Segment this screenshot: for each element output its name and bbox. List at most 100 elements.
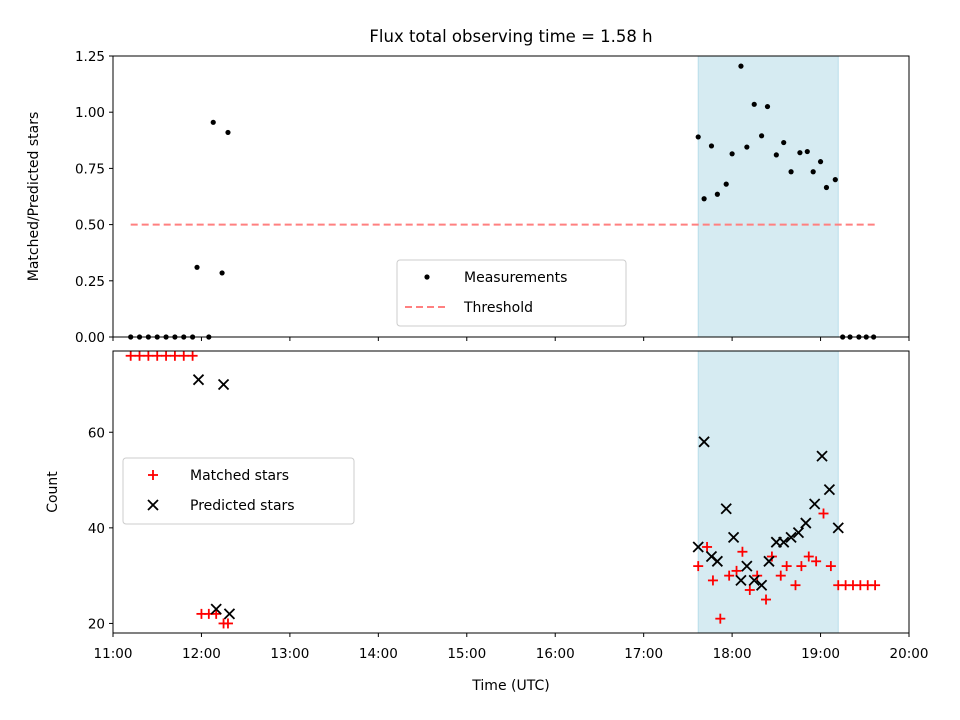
ratio-y-axis-label: Matched/Predicted stars xyxy=(26,112,42,282)
measurement-point xyxy=(194,264,200,270)
measurement-point xyxy=(804,148,810,155)
y-tick-label: 20 xyxy=(88,616,105,632)
y-tick-label: 60 xyxy=(88,425,105,441)
matched-star-point xyxy=(870,580,881,591)
matched-star-point xyxy=(818,508,829,519)
matched-star-point xyxy=(781,561,792,572)
y-tick-label: 40 xyxy=(88,521,105,537)
legend-box xyxy=(122,457,355,525)
predicted-star-point xyxy=(763,555,775,567)
measurement-point xyxy=(817,159,824,165)
y-tick-label: 0.50 xyxy=(75,218,105,234)
highlight-span xyxy=(697,350,839,634)
predicted-star-point xyxy=(720,503,732,515)
legend-measurement-marker xyxy=(424,274,430,280)
matched-star-point xyxy=(222,618,233,629)
x-tick-label: 19:00 xyxy=(801,646,840,662)
chart-title: Flux total observing time = 1.58 h xyxy=(369,27,652,46)
highlight-span xyxy=(697,55,839,338)
matched-star-point xyxy=(790,580,801,591)
matched-star-point xyxy=(761,594,772,605)
x-tick-label: 18:00 xyxy=(713,646,752,662)
matched-star-point xyxy=(161,350,172,361)
measurement-point xyxy=(823,184,830,191)
x-tick-label: 17:00 xyxy=(624,646,663,662)
matched-star-point xyxy=(134,350,145,361)
legend-label: Matched stars xyxy=(190,468,289,484)
x-tick-label: 13:00 xyxy=(270,646,309,662)
predicted-star-point xyxy=(735,574,747,587)
x-tick-label: 11:00 xyxy=(94,646,133,662)
predicted-star-point xyxy=(792,526,805,539)
ratio-panel: 0.00 0.25 0.50 0.75 1.00 1.25 Matched/Predict… xyxy=(26,49,910,346)
measurement-point xyxy=(701,196,707,202)
measurement-point xyxy=(723,181,729,187)
matched-star-point xyxy=(752,570,763,581)
predicted-star-point xyxy=(823,483,836,496)
y-tick-label: 0.25 xyxy=(75,274,105,290)
predicted-star-point xyxy=(727,531,740,544)
measurement-point xyxy=(695,134,701,140)
measurement-point xyxy=(781,139,787,146)
matched-star-point xyxy=(775,570,786,581)
matched-star-point xyxy=(825,561,836,572)
measurement-point xyxy=(708,143,715,149)
measurement-point xyxy=(758,133,765,139)
predicted-star-point xyxy=(217,378,230,391)
count-panel-frame xyxy=(112,350,910,634)
predicted-star-point xyxy=(741,560,753,572)
ratio-panel-frame xyxy=(112,55,910,338)
matched-star-point xyxy=(737,546,748,557)
legend-label: Predicted stars xyxy=(190,498,295,514)
y-tick-label: 1.25 xyxy=(75,49,105,65)
matched-star-point xyxy=(766,551,777,562)
count-panel: 11:00 12:00 13:00 14:00 15:00 16:00 17:00 18:00… xyxy=(45,350,929,662)
x-tick-label: 16:00 xyxy=(536,646,575,662)
x-tick-label: 12:00 xyxy=(182,646,221,662)
count-y-axis-label: Count xyxy=(45,471,61,513)
x-tick-label: 20:00 xyxy=(890,646,929,662)
matched-star-point xyxy=(707,575,718,586)
predicted-star-point xyxy=(223,608,236,620)
measurement-point xyxy=(729,151,735,157)
matched-star-point xyxy=(811,556,822,567)
measurement-point xyxy=(744,144,750,150)
matched-star-point xyxy=(152,350,163,361)
matched-star-point xyxy=(803,551,814,562)
measurement-point xyxy=(832,177,838,183)
legend-predicted-marker xyxy=(147,499,159,511)
x-tick-label: 14:00 xyxy=(359,646,398,662)
matched-star-point xyxy=(169,350,180,361)
matched-star-point xyxy=(693,561,704,572)
count-legend: Matched stars Predicted stars xyxy=(122,457,355,525)
predicted-star-point xyxy=(778,536,790,548)
legend-label: Measurements xyxy=(464,270,567,286)
matched-star-point xyxy=(702,541,713,552)
measurement-point xyxy=(764,103,771,110)
matched-star-point xyxy=(143,350,154,361)
matched-star-point xyxy=(796,561,807,572)
matched-star-point xyxy=(178,350,189,361)
matched-star-point xyxy=(715,613,726,624)
matched-star-point xyxy=(125,350,136,361)
matched-star-point xyxy=(187,350,198,361)
predicted-star-point xyxy=(832,522,844,534)
predicted-star-point xyxy=(692,541,704,553)
matched-star-point xyxy=(211,608,222,619)
predicted-star-point xyxy=(192,374,205,386)
measurement-point xyxy=(738,63,744,69)
predicted-star-point xyxy=(816,450,828,462)
legend-label: Threshold xyxy=(463,300,533,316)
legend-box xyxy=(396,259,627,327)
measurement-point xyxy=(751,101,757,107)
predicted-star-point xyxy=(711,555,724,567)
matched-star-point xyxy=(744,584,755,595)
legend-matched-marker xyxy=(148,470,158,480)
measurement-point xyxy=(210,119,216,125)
y-tick-label: 0.75 xyxy=(75,161,105,177)
predicted-star-point xyxy=(698,436,710,448)
predicted-star-point xyxy=(785,531,797,544)
measurement-point xyxy=(714,191,720,197)
measurement-point xyxy=(773,152,779,158)
matched-star-point xyxy=(731,565,742,576)
